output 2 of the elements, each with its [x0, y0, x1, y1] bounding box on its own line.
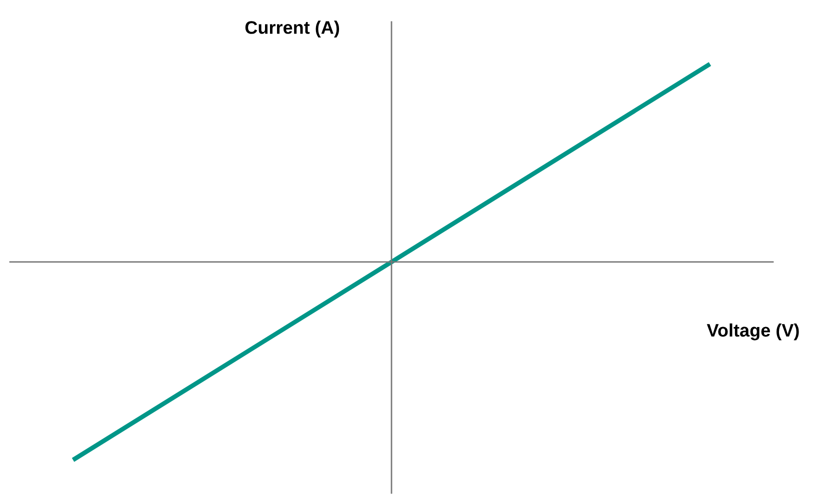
y-axis-title: Current (A): [245, 20, 340, 38]
x-axis-title: Voltage (V): [706, 323, 799, 340]
